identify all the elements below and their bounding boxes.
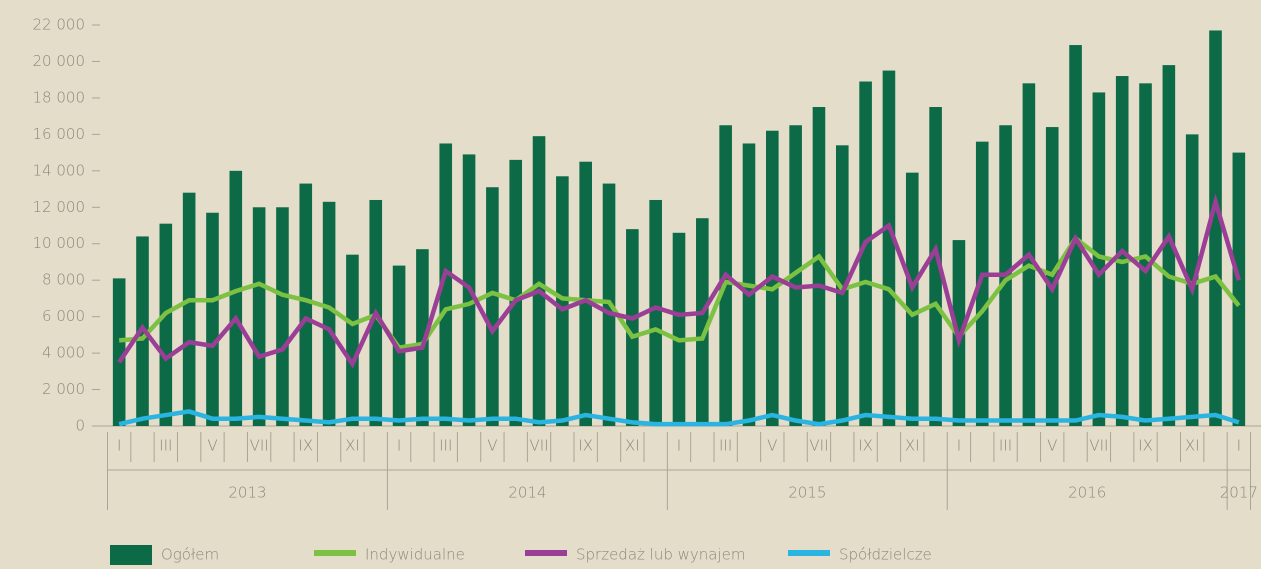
bar	[182, 192, 196, 426]
x-tick-label: I	[1237, 437, 1241, 455]
bar	[159, 223, 173, 426]
x-tick-label: IX	[858, 437, 873, 455]
bar	[299, 183, 313, 426]
y-tick-label: 18 000	[33, 88, 86, 106]
x-tick-label: XI	[625, 437, 640, 455]
bar	[112, 278, 126, 426]
year-label: 2017	[1220, 484, 1258, 502]
bar	[252, 207, 266, 426]
line	[117, 193, 1241, 369]
bar	[672, 232, 686, 426]
bar	[1092, 92, 1106, 426]
x-tick-label: VII	[809, 437, 828, 455]
y-tick-label: 22 000	[33, 16, 86, 34]
x-tick-label: VII	[529, 437, 548, 455]
x-tick-label: III	[999, 437, 1012, 455]
legend-label: Indywidualne	[365, 546, 465, 564]
y-tick-label: 12 000	[33, 198, 86, 216]
bar	[905, 172, 919, 426]
bar	[439, 143, 453, 426]
y-tick-label: 16 000	[33, 125, 86, 143]
bar	[626, 229, 639, 426]
x-tick-label: I	[957, 437, 961, 455]
x-tick-label: V	[1047, 437, 1057, 455]
bar	[1185, 134, 1199, 426]
bar	[346, 254, 359, 426]
y-tick-label: 10 000	[33, 234, 86, 252]
legend-label: Ogółem	[161, 546, 219, 564]
bar	[579, 161, 592, 427]
bar	[486, 187, 499, 426]
bar	[859, 81, 872, 426]
bar	[276, 207, 289, 426]
bar	[649, 199, 662, 426]
y-tick-label: 20 000	[33, 52, 86, 70]
year-label: 2013	[228, 484, 266, 502]
x-tick-label: VII	[250, 437, 269, 455]
x-tick-label: IX	[1138, 437, 1153, 455]
x-tick-label: XI	[1185, 437, 1200, 455]
x-tick-label: V	[207, 437, 217, 455]
x-tick-label: I	[117, 437, 121, 455]
x-tick-label: III	[159, 437, 172, 455]
y-tick-label: 6 000	[42, 307, 85, 325]
bar	[882, 70, 896, 427]
legend-swatch	[788, 550, 830, 556]
y-tick-label: 14 000	[33, 161, 86, 179]
year-label: 2015	[788, 484, 826, 502]
bar	[322, 201, 336, 426]
x-tick-label: V	[767, 437, 777, 455]
x-tick-label: IX	[578, 437, 593, 455]
bar	[416, 249, 429, 426]
bar	[229, 170, 243, 426]
x-tick-label: I	[677, 437, 681, 455]
x-tick-label: III	[439, 437, 452, 455]
y-tick-label: 0	[75, 417, 85, 435]
line	[118, 409, 1240, 427]
legend-label: Sprzedaż lub wynajem	[576, 546, 745, 564]
x-tick-label: VII	[1089, 437, 1108, 455]
x-tick-label: XI	[905, 437, 920, 455]
x-tick-label: V	[487, 437, 497, 455]
bar	[206, 212, 219, 426]
year-label: 2016	[1068, 484, 1106, 502]
y-tick-label: 2 000	[42, 380, 85, 398]
y-tick-label: 4 000	[42, 344, 85, 362]
legend-swatch	[314, 550, 356, 556]
legend-swatch	[110, 545, 152, 565]
year-label: 2014	[508, 484, 546, 502]
bar	[532, 136, 546, 426]
bar	[1162, 65, 1176, 426]
bar	[1209, 30, 1222, 427]
bar	[929, 107, 942, 426]
legend-swatch	[525, 550, 567, 556]
bar	[696, 218, 709, 426]
line	[118, 234, 1241, 351]
y-tick-label: 8 000	[42, 271, 85, 289]
bar	[556, 176, 569, 426]
x-tick-label: I	[397, 437, 401, 455]
legend-label: Spółdzielcze	[839, 546, 932, 564]
x-tick-label: III	[719, 437, 732, 455]
bar	[1232, 152, 1246, 426]
bar	[975, 141, 989, 426]
bar	[812, 107, 826, 426]
bar	[509, 159, 523, 426]
x-tick-label: IX	[298, 437, 313, 455]
x-tick-label: XI	[345, 437, 360, 455]
